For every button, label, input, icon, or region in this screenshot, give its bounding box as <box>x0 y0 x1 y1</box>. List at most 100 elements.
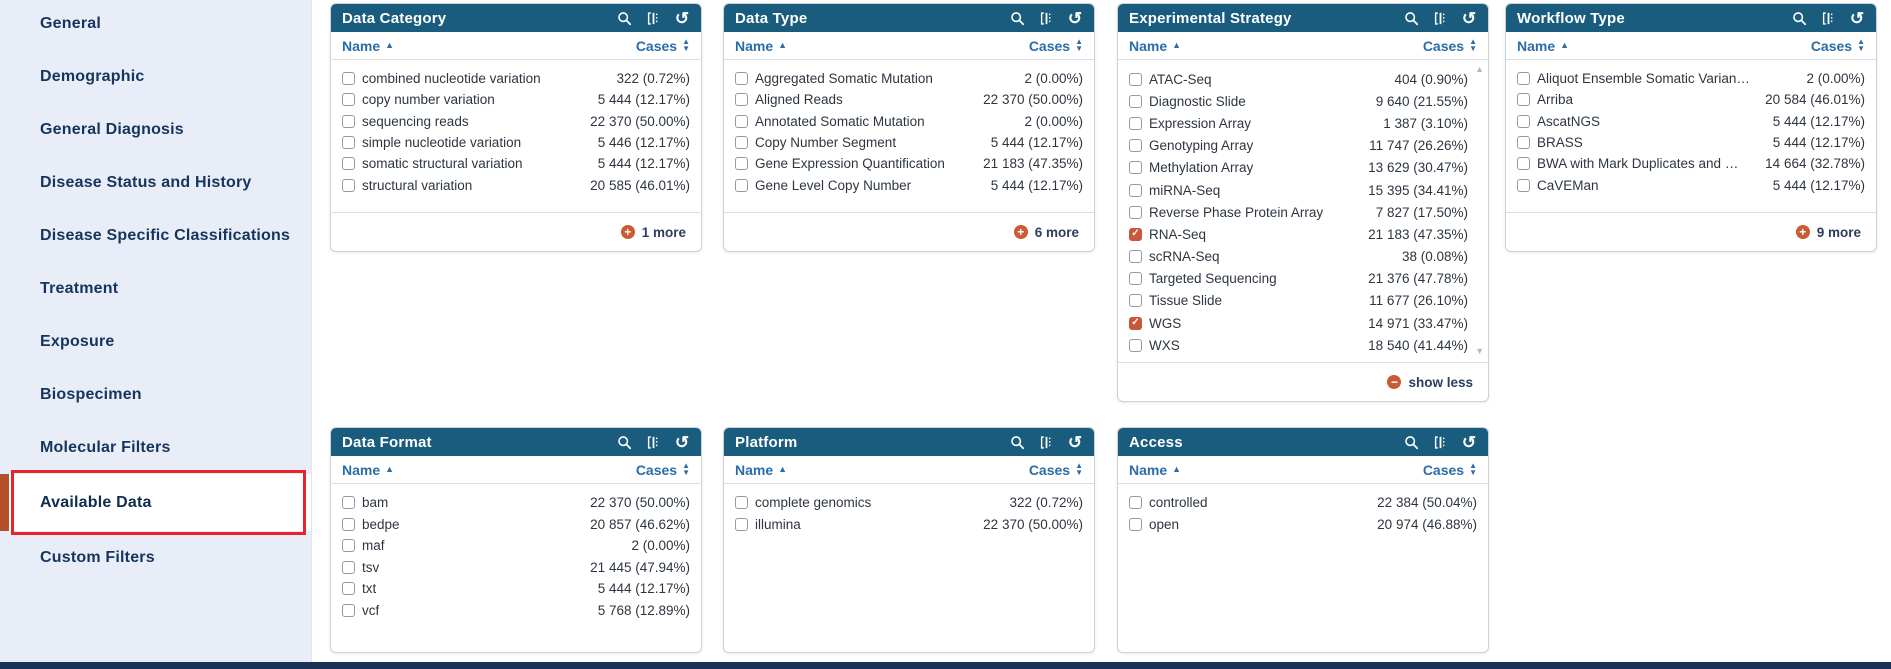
checkbox-ascatngs[interactable] <box>1517 114 1530 128</box>
checkbox-bwa-with-mark-duplicates-and[interactable] <box>1517 157 1530 171</box>
checkbox-targeted-sequencing[interactable] <box>1129 272 1142 286</box>
sidebar-item-available-data[interactable]: Available Data <box>0 470 311 535</box>
sort-by-cases[interactable]: Cases ▲ ▼ <box>1423 462 1477 478</box>
facet-row-bedpe[interactable]: bedpe 20 857 (46.62%) <box>342 514 690 536</box>
checkbox-illumina[interactable] <box>735 517 748 531</box>
checkbox-methylation-array[interactable] <box>1129 161 1142 175</box>
scrollbar-down-icon[interactable]: ▼ <box>1475 346 1484 356</box>
checkbox-expression-array[interactable] <box>1129 116 1142 130</box>
facet-row-scrna-seq[interactable]: scRNA-Seq 38 (0.08%) <box>1129 246 1468 268</box>
sidebar-item-custom-filters[interactable]: Custom Filters <box>0 531 311 584</box>
checkbox-aliquot-ensemble-somatic-varian[interactable] <box>1517 72 1530 86</box>
search-icon[interactable] <box>1403 434 1419 450</box>
checkbox-gene-expression-quantification[interactable] <box>735 157 748 171</box>
facet-row-tissue-slide[interactable]: Tissue Slide 11 677 (26.10%) <box>1129 290 1468 312</box>
facet-footer-1-more[interactable]: +1 more <box>331 212 701 251</box>
flip-icon[interactable] <box>1820 10 1836 26</box>
search-icon[interactable] <box>1009 10 1025 26</box>
checkbox-bam[interactable] <box>342 496 355 510</box>
sidebar-item-exposure[interactable]: Exposure <box>0 315 311 368</box>
sidebar-item-biospecimen[interactable]: Biospecimen <box>0 368 311 421</box>
checkbox-genotyping-array[interactable] <box>1129 139 1142 153</box>
checked-checkbox-wgs[interactable] <box>1129 316 1142 330</box>
reset-icon[interactable]: ↺ <box>1067 8 1083 28</box>
flip-icon[interactable] <box>1432 10 1448 26</box>
checkbox-reverse-phase-protein-array[interactable] <box>1129 205 1142 219</box>
reset-icon[interactable]: ↺ <box>1461 432 1477 452</box>
facet-row-atac-seq[interactable]: ATAC-Seq 404 (0.90%) <box>1129 68 1468 90</box>
checkbox-complete-genomics[interactable] <box>735 496 748 510</box>
facet-row-aliquot-ensemble-somatic-varian[interactable]: Aliquot Ensemble Somatic Varian… 2 (0.00%… <box>1517 68 1865 89</box>
facet-row-annotated-somatic-mutation[interactable]: Annotated Somatic Mutation 2 (0.00%) <box>735 111 1083 132</box>
sort-by-cases[interactable]: Cases ▲ ▼ <box>636 38 690 54</box>
sidebar-item-disease-status-and-history[interactable]: Disease Status and History <box>0 156 311 209</box>
checkbox-atac-seq[interactable] <box>1129 72 1142 86</box>
checkbox-bedpe[interactable] <box>342 517 355 531</box>
facet-footer-show-less[interactable]: − show less <box>1118 362 1488 401</box>
reset-icon[interactable]: ↺ <box>1067 432 1083 452</box>
checkbox-tsv[interactable] <box>342 560 355 574</box>
flip-icon[interactable] <box>1038 10 1054 26</box>
search-icon[interactable] <box>1791 10 1807 26</box>
checkbox-combined-nucleotide-variation[interactable] <box>342 72 355 86</box>
sidebar-item-molecular-filters[interactable]: Molecular Filters <box>0 421 311 474</box>
facet-row-copy-number-segment[interactable]: Copy Number Segment 5 444 (12.17%) <box>735 132 1083 153</box>
checkbox-structural-variation[interactable] <box>342 178 355 192</box>
checkbox-open[interactable] <box>1129 517 1142 531</box>
sort-by-cases[interactable]: Cases ▲ ▼ <box>1029 462 1083 478</box>
search-icon[interactable] <box>1403 10 1419 26</box>
facet-row-expression-array[interactable]: Expression Array 1 387 (3.10%) <box>1129 112 1468 134</box>
facet-row-controlled[interactable]: controlled 22 384 (50.04%) <box>1129 492 1477 514</box>
facet-row-reverse-phase-protein-array[interactable]: Reverse Phase Protein Array 7 827 (17.50%… <box>1129 201 1468 223</box>
flip-icon[interactable] <box>1038 434 1054 450</box>
search-icon[interactable] <box>616 434 632 450</box>
checkbox-vcf[interactable] <box>342 603 355 617</box>
sidebar-item-disease-specific-classifications[interactable]: Disease Specific Classifications <box>0 209 311 262</box>
facet-footer-6-more[interactable]: +6 more <box>724 212 1094 251</box>
facet-row-rna-seq[interactable]: RNA-Seq 21 183 (47.35%) <box>1129 223 1468 245</box>
facet-footer-9-more[interactable]: +9 more <box>1506 212 1876 251</box>
reset-icon[interactable]: ↺ <box>1849 8 1865 28</box>
checkbox-tissue-slide[interactable] <box>1129 294 1142 308</box>
checked-checkbox-rna-seq[interactable] <box>1129 227 1142 241</box>
sort-by-name[interactable]: Name ▲ <box>1129 38 1181 54</box>
checkbox-sequencing-reads[interactable] <box>342 114 355 128</box>
checkbox-arriba[interactable] <box>1517 93 1530 107</box>
sort-by-name[interactable]: Name ▲ <box>735 462 787 478</box>
checkbox-scrna-seq[interactable] <box>1129 250 1142 264</box>
sort-by-name[interactable]: Name ▲ <box>1129 462 1181 478</box>
facet-row-tsv[interactable]: tsv 21 445 (47.94%) <box>342 557 690 579</box>
sort-by-name[interactable]: Name ▲ <box>1517 38 1569 54</box>
checkbox-aligned-reads[interactable] <box>735 93 748 107</box>
sidebar-item-general[interactable]: General <box>0 0 311 50</box>
checkbox-brass[interactable] <box>1517 136 1530 150</box>
facet-row-simple-nucleotide-variation[interactable]: simple nucleotide variation 5 446 (12.17%… <box>342 132 690 153</box>
sort-by-cases[interactable]: Cases ▲ ▼ <box>1423 38 1477 54</box>
facet-row-txt[interactable]: txt 5 444 (12.17%) <box>342 578 690 600</box>
flip-icon[interactable] <box>645 10 661 26</box>
checkbox-maf[interactable] <box>342 539 355 553</box>
sort-by-name[interactable]: Name ▲ <box>342 462 394 478</box>
facet-row-brass[interactable]: BRASS 5 444 (12.17%) <box>1517 132 1865 153</box>
checkbox-diagnostic-slide[interactable] <box>1129 94 1142 108</box>
facet-row-vcf[interactable]: vcf 5 768 (12.89%) <box>342 600 690 622</box>
facet-row-wxs[interactable]: WXS 18 540 (41.44%) <box>1129 334 1468 356</box>
facet-row-mirna-seq[interactable]: miRNA-Seq 15 395 (34.41%) <box>1129 179 1468 201</box>
facet-row-arriba[interactable]: Arriba 20 584 (46.01%) <box>1517 89 1865 110</box>
sort-by-name[interactable]: Name ▲ <box>342 38 394 54</box>
facet-row-methylation-array[interactable]: Methylation Array 13 629 (30.47%) <box>1129 157 1468 179</box>
facet-row-maf[interactable]: maf 2 (0.00%) <box>342 535 690 557</box>
facet-row-aligned-reads[interactable]: Aligned Reads 22 370 (50.00%) <box>735 89 1083 110</box>
facet-row-genotyping-array[interactable]: Genotyping Array 11 747 (26.26%) <box>1129 135 1468 157</box>
checkbox-mirna-seq[interactable] <box>1129 183 1142 197</box>
reset-icon[interactable]: ↺ <box>1461 8 1477 28</box>
search-icon[interactable] <box>1009 434 1025 450</box>
facet-row-combined-nucleotide-variation[interactable]: combined nucleotide variation 322 (0.72%) <box>342 68 690 89</box>
checkbox-txt[interactable] <box>342 582 355 596</box>
checkbox-controlled[interactable] <box>1129 496 1142 510</box>
scrollbar-up-icon[interactable]: ▲ <box>1475 64 1484 74</box>
facet-row-gene-expression-quantification[interactable]: Gene Expression Quantification 21 183 (47… <box>735 153 1083 174</box>
sort-by-cases[interactable]: Cases ▲ ▼ <box>636 462 690 478</box>
checkbox-simple-nucleotide-variation[interactable] <box>342 136 355 150</box>
facet-row-wgs[interactable]: WGS 14 971 (33.47%) <box>1129 312 1468 334</box>
